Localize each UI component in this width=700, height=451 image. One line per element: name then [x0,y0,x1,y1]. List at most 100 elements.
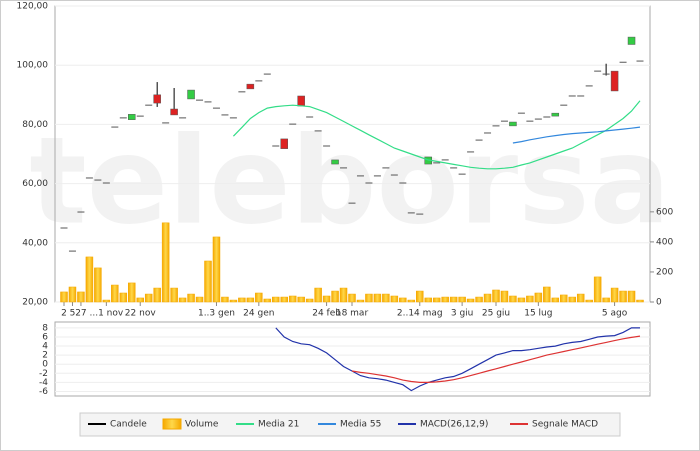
volume-bar [348,293,356,303]
volume-bar [382,293,390,303]
marks: 20,00 40,00 60,00 80,00 100,00 120,00 0 200 400 6… [17,2,673,430]
volume-bar [610,287,619,303]
volume-bar [288,295,297,303]
y-tick-label: 80,00 [22,120,48,130]
watermark: teleborsa [29,113,670,252]
candle [297,95,305,107]
volume-bar [119,292,128,303]
volume-bar [221,296,229,303]
volume-bar [543,286,551,303]
volume-bar [509,295,517,303]
volume-bar [492,289,500,303]
volume-bar [170,287,178,303]
volume-bar [339,287,348,303]
volume-bar [322,295,331,303]
volume-bar [560,294,568,303]
x-tick-label: ...1 nov [89,309,123,319]
x-tick-label: 24 feb [312,309,341,319]
macd-tick-label: -6 [39,387,48,397]
volume-bar [195,296,204,303]
volume-bar [238,297,246,303]
volume-bar [255,292,263,303]
volume-bar [77,291,85,303]
volume-bar [432,297,441,303]
volume-bar [314,287,322,303]
x-tick-label: 1..3 gen [198,309,235,319]
volume-bar [178,297,187,303]
volume-bar [585,299,593,303]
volume-bar [534,292,543,303]
volume-bar [68,286,77,303]
x-tick-label: 15 lug [524,309,552,319]
candle [509,121,517,127]
legend [79,412,621,437]
volume-bar [128,282,136,303]
volume-bar [331,290,339,303]
y2-tick-label: 0 [656,298,662,308]
legend-label: Segnale MACD [532,420,598,430]
volume-bar [602,297,610,303]
candle [610,70,619,92]
candle [153,94,161,104]
macd-tick-label: -4 [39,378,48,388]
x-tick-label: 27 [75,309,86,319]
volume-bar [517,297,526,303]
volume-bar [424,297,432,303]
volume-bar [627,290,636,303]
volume-bar [593,276,602,303]
volume-bar [229,299,238,303]
volume-bar [94,267,102,303]
volume-bar [212,236,221,303]
x-tick-label: 5 [70,309,76,319]
candle [187,89,195,100]
volume-bar [136,297,144,303]
candle [280,138,288,149]
x-tick-label: 3 giu [451,309,474,319]
volume-bar [153,287,161,303]
x-tick-label: 5 ago [602,309,628,319]
legend-label: Volume [185,420,219,430]
volume-bar [102,299,111,303]
volume-bar [407,299,416,303]
line-series [275,327,640,392]
volume-bar [263,298,272,303]
volume-bar [399,297,407,303]
candle [246,83,255,90]
x-tick-label: 2..14 mag [397,309,443,319]
volume-bar [466,298,475,303]
volume-bar [390,295,399,303]
volume-bar [619,290,627,303]
volume-bar [144,293,153,303]
line-series [351,335,641,383]
line-series [232,100,641,170]
y2-tick-label: 200 [656,267,673,277]
legend-swatch [162,418,182,430]
volume-bar [60,291,68,303]
y-tick-label: 20,00 [22,298,48,308]
line-series [512,126,641,144]
macd-tick-label: 6 [42,332,48,342]
candle [627,36,636,45]
volume-bar [246,297,255,303]
volume-bar [297,296,305,303]
y2-tick-label: 400 [656,237,673,247]
x-tick-label: 2 [61,309,67,319]
volume-bar [449,296,458,303]
x-tick-label: 25 giu [482,309,510,319]
volume-bar [280,296,288,303]
y-tick-label: 120,00 [17,2,49,12]
volume-bar [187,293,195,303]
volume-bar [576,293,585,303]
volume-bar [85,256,94,303]
macd-tick-label: -2 [39,369,48,379]
candle [331,159,339,165]
volume-bar [458,296,466,303]
y-tick-label: 40,00 [22,238,48,248]
legend-label: Candele [110,420,147,430]
volume-bar [373,293,382,303]
macd-tick-label: 8 [42,323,48,333]
volume-bar [161,222,170,303]
x-tick-label: 18 mar [336,309,369,319]
volume-bar [483,293,492,303]
